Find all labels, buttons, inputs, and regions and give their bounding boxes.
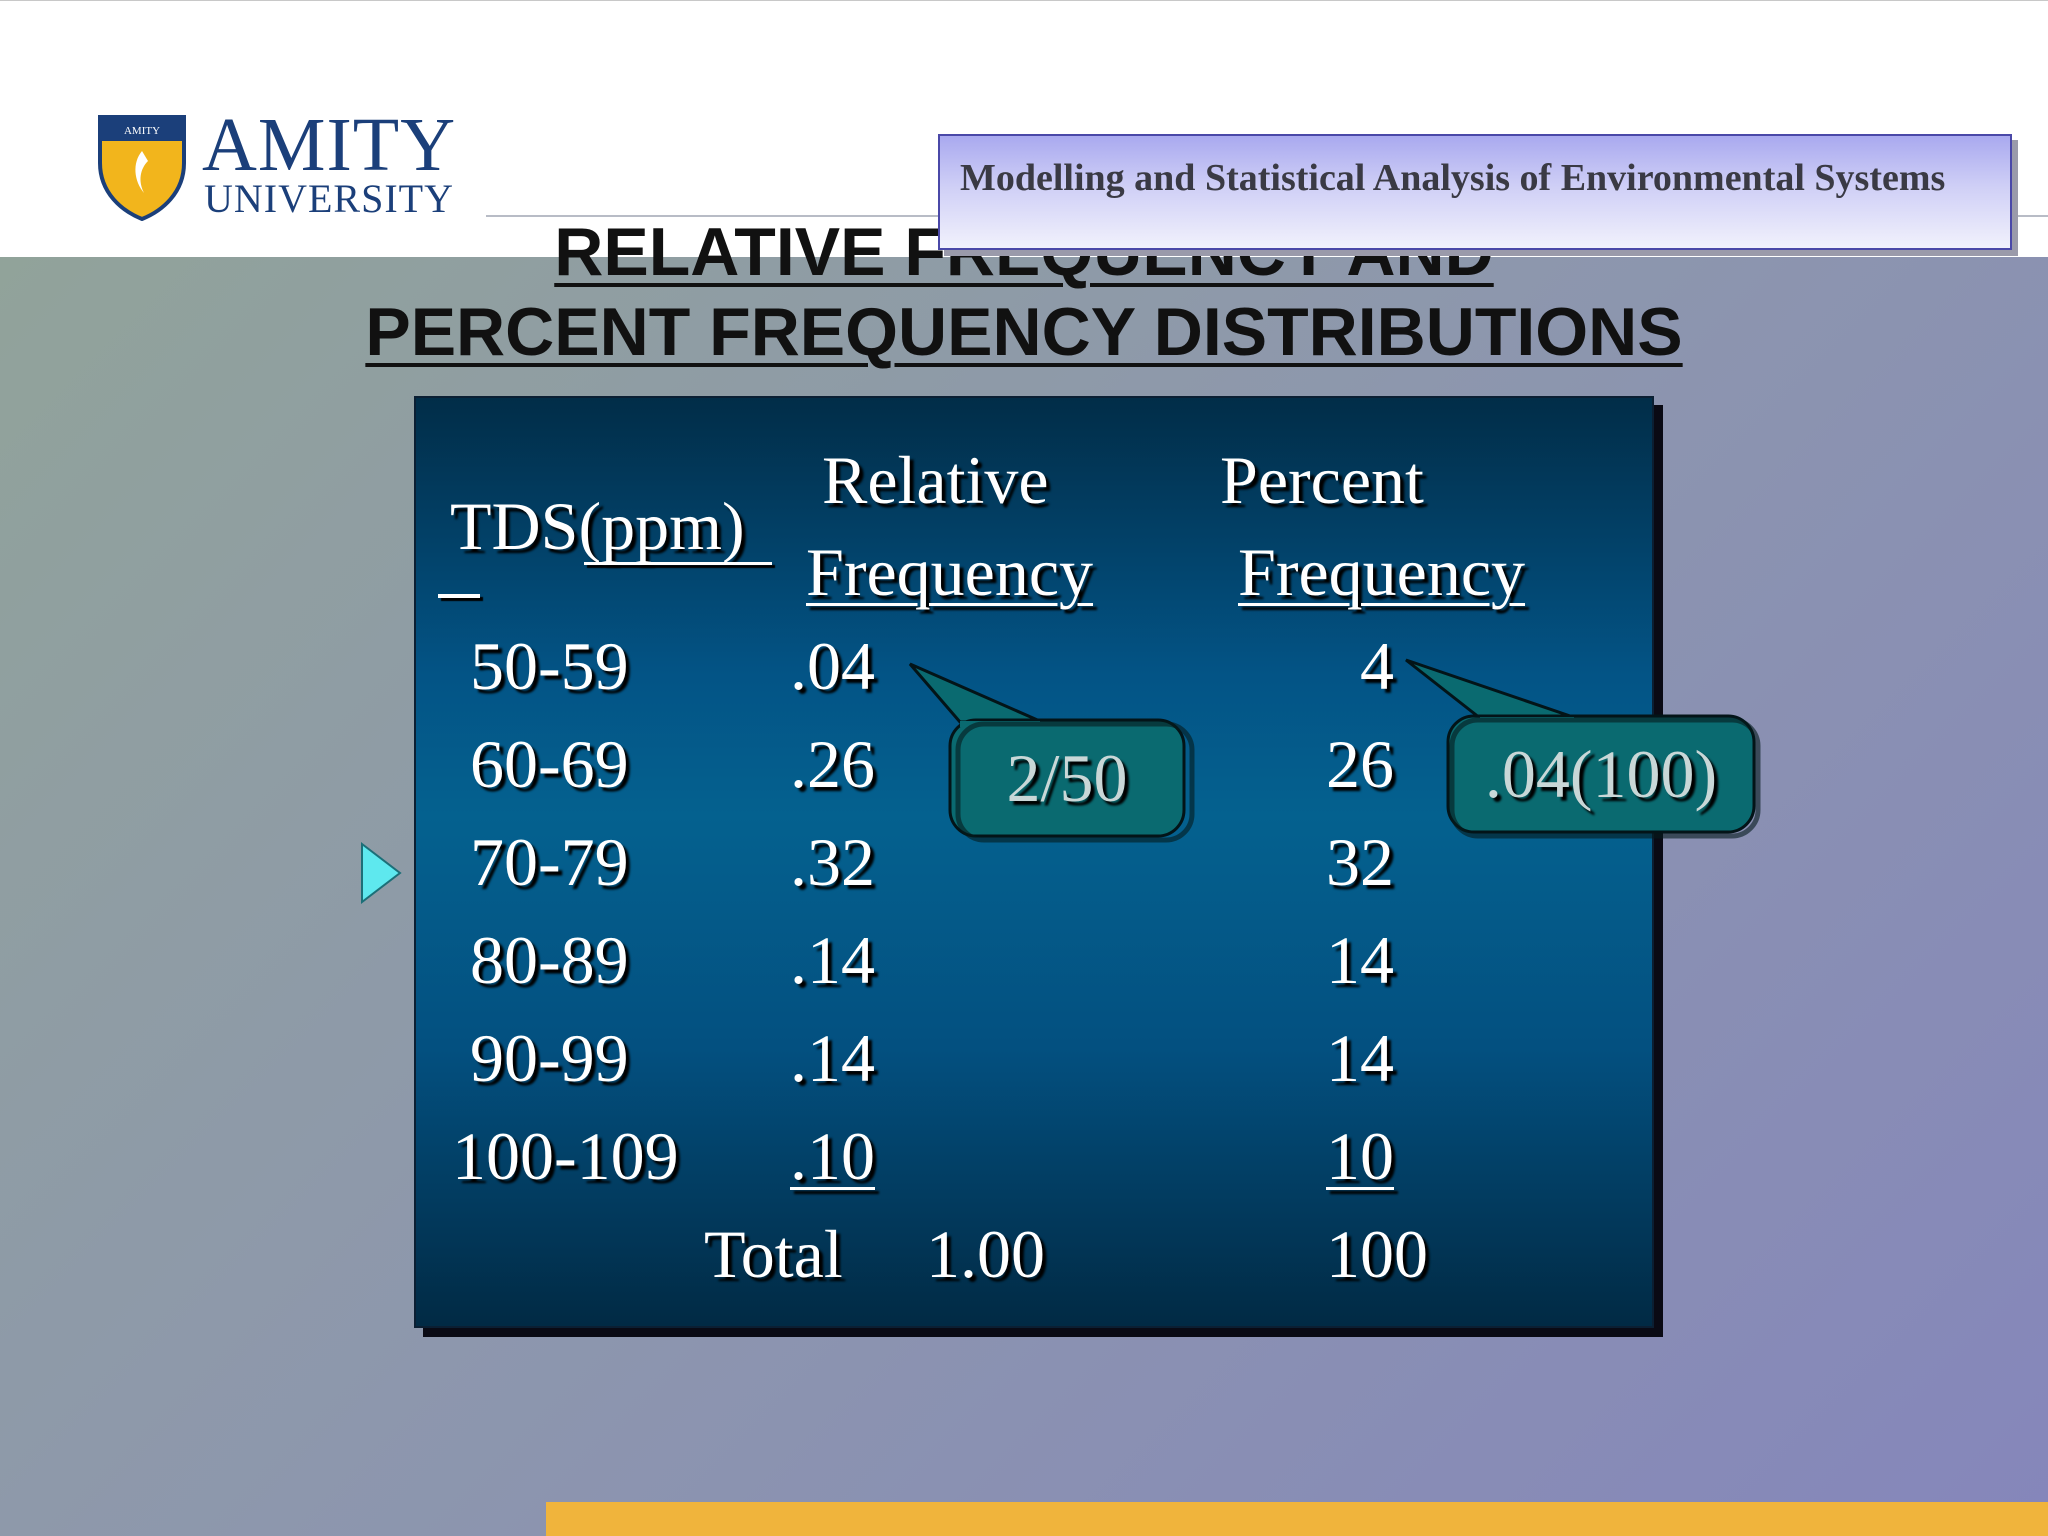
row-percent: 32	[1326, 824, 1394, 900]
row-percent: 14	[1326, 922, 1394, 998]
row-relative: .10	[790, 1118, 875, 1194]
callout-relative-text: 2/50	[1006, 740, 1128, 816]
row-relative: .04	[790, 628, 875, 704]
col-header-percent-2: Frequency	[1238, 534, 1526, 610]
row-percent: 14	[1326, 1020, 1394, 1096]
amity-shield-icon: AMITY	[98, 115, 186, 221]
callout-percent-text: .04(100)	[1484, 736, 1718, 812]
row-range: 70-79	[470, 824, 629, 900]
row-percent: 4	[1360, 628, 1394, 704]
logo-wordmark: AMITY	[202, 103, 457, 187]
col-header-relative-1: Relative	[822, 442, 1049, 518]
row-range: 60-69	[470, 726, 629, 802]
frequency-table-panel: TDS(ppm) Relative Frequency Percent Freq…	[414, 396, 1654, 1328]
total-relative: 1.00	[926, 1216, 1045, 1292]
svg-text:AMITY: AMITY	[124, 125, 160, 137]
row-percent: 10	[1326, 1118, 1394, 1194]
row-relative: .32	[790, 824, 875, 900]
callout-percent-calc: .04(100)	[1396, 656, 1766, 846]
row-relative: .14	[790, 1020, 875, 1096]
col-header-percent-1: Percent	[1220, 442, 1424, 518]
row-range: 80-89	[470, 922, 629, 998]
row-range: 50-59	[470, 628, 629, 704]
row-percent: 26	[1326, 726, 1394, 802]
tds-header-underline	[584, 562, 772, 565]
callout-bubble-shape	[1405, 658, 1761, 839]
total-percent: 100	[1326, 1216, 1428, 1292]
row-relative: .26	[790, 726, 875, 802]
slide-title-line-2: PERCENT FREQUENCY DISTRIBUTIONS	[365, 294, 1683, 370]
callout-bubble-shape	[908, 662, 1195, 843]
play-triangle-icon[interactable]	[360, 842, 404, 904]
col-header-relative-2: Frequency	[806, 534, 1094, 610]
amity-logo: AMITY AMITY UNIVERSITY	[96, 107, 456, 227]
course-title-box: Modelling and Statistical Analysis of En…	[938, 134, 2012, 250]
total-label: Total	[704, 1216, 843, 1292]
footer-accent-bar	[546, 1502, 2048, 1536]
callout-relative-calc: 2/50	[900, 656, 1200, 846]
row-relative: .14	[790, 922, 875, 998]
logo-subtext: UNIVERSITY	[204, 176, 454, 221]
col-header-tds: TDS(ppm)	[450, 488, 745, 564]
row-range: 90-99	[470, 1020, 629, 1096]
underline-dash	[438, 594, 480, 598]
row-range: 100-109	[452, 1118, 679, 1194]
